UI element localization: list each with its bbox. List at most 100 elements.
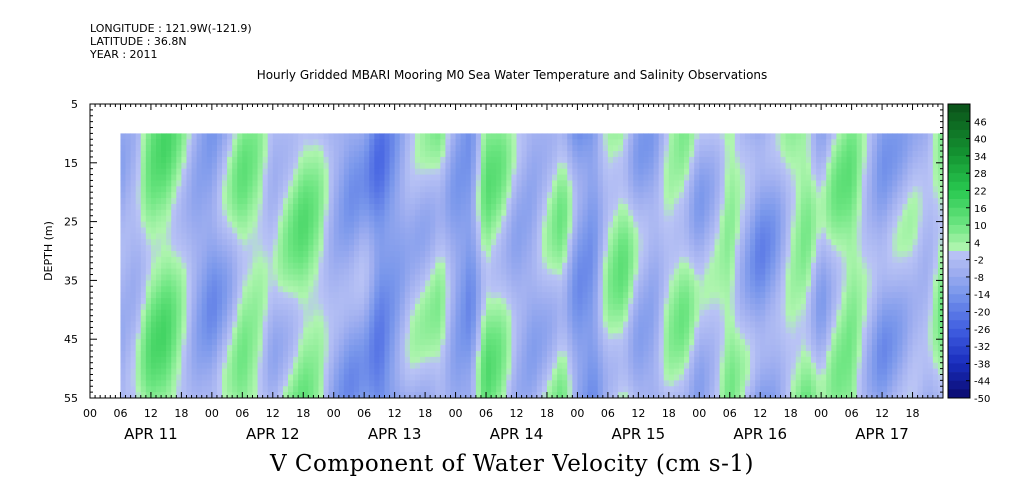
heatmap-cell xyxy=(369,339,375,346)
heatmap-cell xyxy=(354,239,360,246)
heatmap-cell xyxy=(298,274,304,281)
heatmap-cell xyxy=(303,350,309,358)
heatmap-cell xyxy=(475,345,482,352)
heatmap-cell xyxy=(597,245,604,252)
heatmap-cell xyxy=(282,139,289,146)
heatmap-cell xyxy=(247,203,253,211)
heatmap-cell xyxy=(369,350,375,358)
heatmap-cell xyxy=(592,374,599,381)
heatmap-cell xyxy=(125,227,132,234)
heatmap-cell xyxy=(267,374,274,381)
heatmap-cell xyxy=(516,280,522,287)
heatmap-cell xyxy=(227,362,233,369)
heatmap-cell xyxy=(242,215,248,222)
heatmap-cell xyxy=(359,139,365,146)
heatmap-cell xyxy=(496,151,502,158)
heatmap-cell xyxy=(313,292,319,299)
heatmap-cell xyxy=(140,251,147,258)
heatmap-cell xyxy=(222,227,228,234)
heatmap-cell xyxy=(409,292,416,299)
heatmap-cell xyxy=(511,192,517,199)
heatmap-cell xyxy=(206,280,213,287)
heatmap-cell xyxy=(587,380,594,387)
heatmap-cell xyxy=(293,186,299,193)
heatmap-cell xyxy=(293,198,299,205)
heatmap-cell xyxy=(592,192,599,199)
heatmap-cell xyxy=(120,251,126,258)
heatmap-cell xyxy=(435,286,441,293)
heatmap-cell xyxy=(541,151,548,158)
heatmap-cell xyxy=(389,356,396,364)
heatmap-cell xyxy=(475,168,482,175)
heatmap-cell xyxy=(379,292,385,299)
heatmap-cell xyxy=(379,256,385,264)
heatmap-cell xyxy=(526,174,533,181)
heatmap-cell xyxy=(186,274,192,281)
heatmap-cell xyxy=(562,286,568,293)
heatmap-cell xyxy=(475,262,482,270)
heatmap-cell xyxy=(389,245,396,252)
heatmap-cell xyxy=(125,245,132,252)
heatmap-cell xyxy=(186,321,192,328)
heatmap-cell xyxy=(516,380,522,387)
heatmap-cell xyxy=(222,298,228,305)
heatmap-cell xyxy=(516,321,522,328)
heatmap-cell xyxy=(181,239,187,246)
heatmap-cell xyxy=(145,262,152,270)
heatmap-cell xyxy=(618,233,624,240)
heatmap-cell xyxy=(379,368,385,375)
heatmap-cell xyxy=(409,274,416,281)
heatmap-cell xyxy=(577,368,583,375)
heatmap-cell xyxy=(638,345,644,352)
heatmap-cell xyxy=(552,203,558,211)
heatmap-cell xyxy=(206,168,213,175)
heatmap-cell xyxy=(552,262,558,270)
heatmap-cell xyxy=(374,268,380,275)
heatmap-cell xyxy=(272,209,279,217)
heatmap-cell xyxy=(648,362,654,369)
heatmap-cell xyxy=(237,227,243,234)
heatmap-cell xyxy=(420,315,426,322)
heatmap-cell xyxy=(546,321,553,328)
heatmap-cell xyxy=(186,151,192,158)
heatmap-cell xyxy=(460,362,467,369)
heatmap-cell xyxy=(303,386,309,393)
heatmap-cell xyxy=(546,309,553,317)
heatmap-cell xyxy=(150,333,157,340)
heatmap-cell xyxy=(511,239,517,246)
heatmap-cell xyxy=(653,292,660,299)
heatmap-cell xyxy=(120,356,126,364)
heatmap-cell xyxy=(526,362,533,369)
heatmap-cell xyxy=(648,256,654,264)
heatmap-cell xyxy=(298,374,304,381)
heatmap-cell xyxy=(572,215,578,222)
heatmap-cell xyxy=(140,309,147,317)
heatmap-cell xyxy=(206,327,213,334)
heatmap-cell xyxy=(491,256,497,264)
heatmap-cell xyxy=(216,145,223,152)
heatmap-cell xyxy=(430,327,436,334)
heatmap-cell xyxy=(602,209,609,217)
heatmap-cell xyxy=(262,386,269,393)
heatmap-cell xyxy=(313,339,319,346)
heatmap-cell xyxy=(602,262,609,270)
heatmap-cell xyxy=(475,327,482,334)
heatmap-cell xyxy=(430,245,436,252)
heatmap-cell xyxy=(359,321,365,328)
heatmap-cell xyxy=(465,245,472,252)
heatmap-cell xyxy=(552,286,558,293)
heatmap-cell xyxy=(546,362,553,369)
heatmap-cell xyxy=(216,156,223,164)
heatmap-cell xyxy=(430,339,436,346)
heatmap-cell xyxy=(475,362,482,369)
heatmap-cell xyxy=(602,168,609,175)
heatmap-cell xyxy=(237,309,243,317)
heatmap-cell xyxy=(313,139,319,146)
heatmap-cell xyxy=(130,209,137,217)
heatmap-cell xyxy=(384,380,390,387)
heatmap-cell xyxy=(404,215,411,222)
heatmap-cell xyxy=(653,221,660,228)
heatmap-cell xyxy=(521,286,528,293)
heatmap-cell xyxy=(633,168,639,175)
heatmap-cell xyxy=(171,133,177,140)
